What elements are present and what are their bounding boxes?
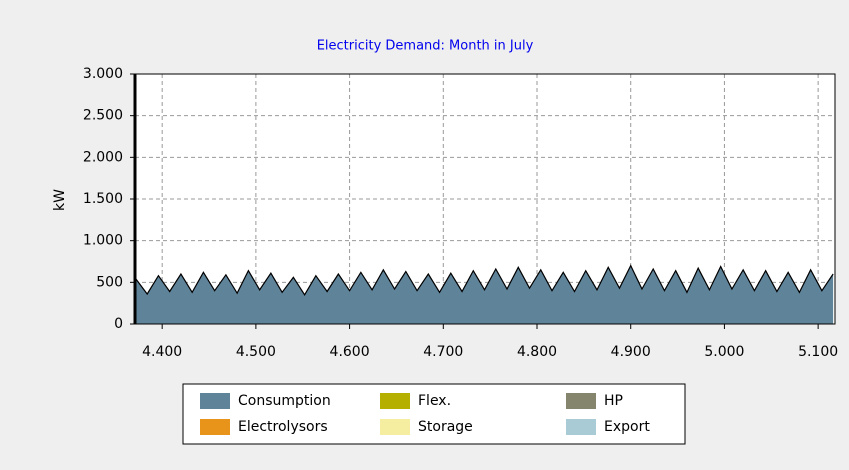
legend-label: HP — [604, 393, 623, 409]
y-tick-label: 2.500 — [83, 108, 123, 124]
legend-swatch — [200, 419, 230, 435]
x-tick-label: 4.500 — [236, 344, 276, 360]
x-tick-label: 4.400 — [142, 344, 182, 360]
y-tick-label: 2.000 — [83, 149, 123, 165]
y-tick-label: 0 — [114, 316, 123, 332]
x-tick-label: 5.100 — [798, 344, 838, 360]
x-tick-label: 4.900 — [611, 344, 651, 360]
legend-label: Flex. — [418, 393, 451, 409]
legend-swatch — [200, 393, 230, 409]
chart-title: Electricity Demand: Month in July — [317, 39, 534, 54]
x-tick-label: 4.600 — [330, 344, 370, 360]
x-tick-label: 5.000 — [704, 344, 744, 360]
legend-swatch — [380, 393, 410, 409]
y-axis-label: kW — [52, 189, 68, 211]
legend-swatch — [380, 419, 410, 435]
legend-swatch — [566, 393, 596, 409]
legend-label: Storage — [418, 419, 473, 435]
area-line — [135, 264, 834, 296]
y-tick-label: 1.500 — [83, 191, 123, 207]
y-tick-label: 1.000 — [83, 233, 123, 249]
x-tick-label: 4.800 — [517, 344, 557, 360]
legend-label: Consumption — [238, 393, 331, 409]
y-tick-label: 500 — [96, 274, 123, 290]
legend-label: Electrolysors — [238, 419, 328, 435]
x-tick-label: 4.700 — [423, 344, 463, 360]
legend-label: Export — [604, 419, 650, 435]
y-tick-label: 3.000 — [83, 66, 123, 82]
legend-swatch — [566, 419, 596, 435]
legend — [182, 383, 686, 445]
